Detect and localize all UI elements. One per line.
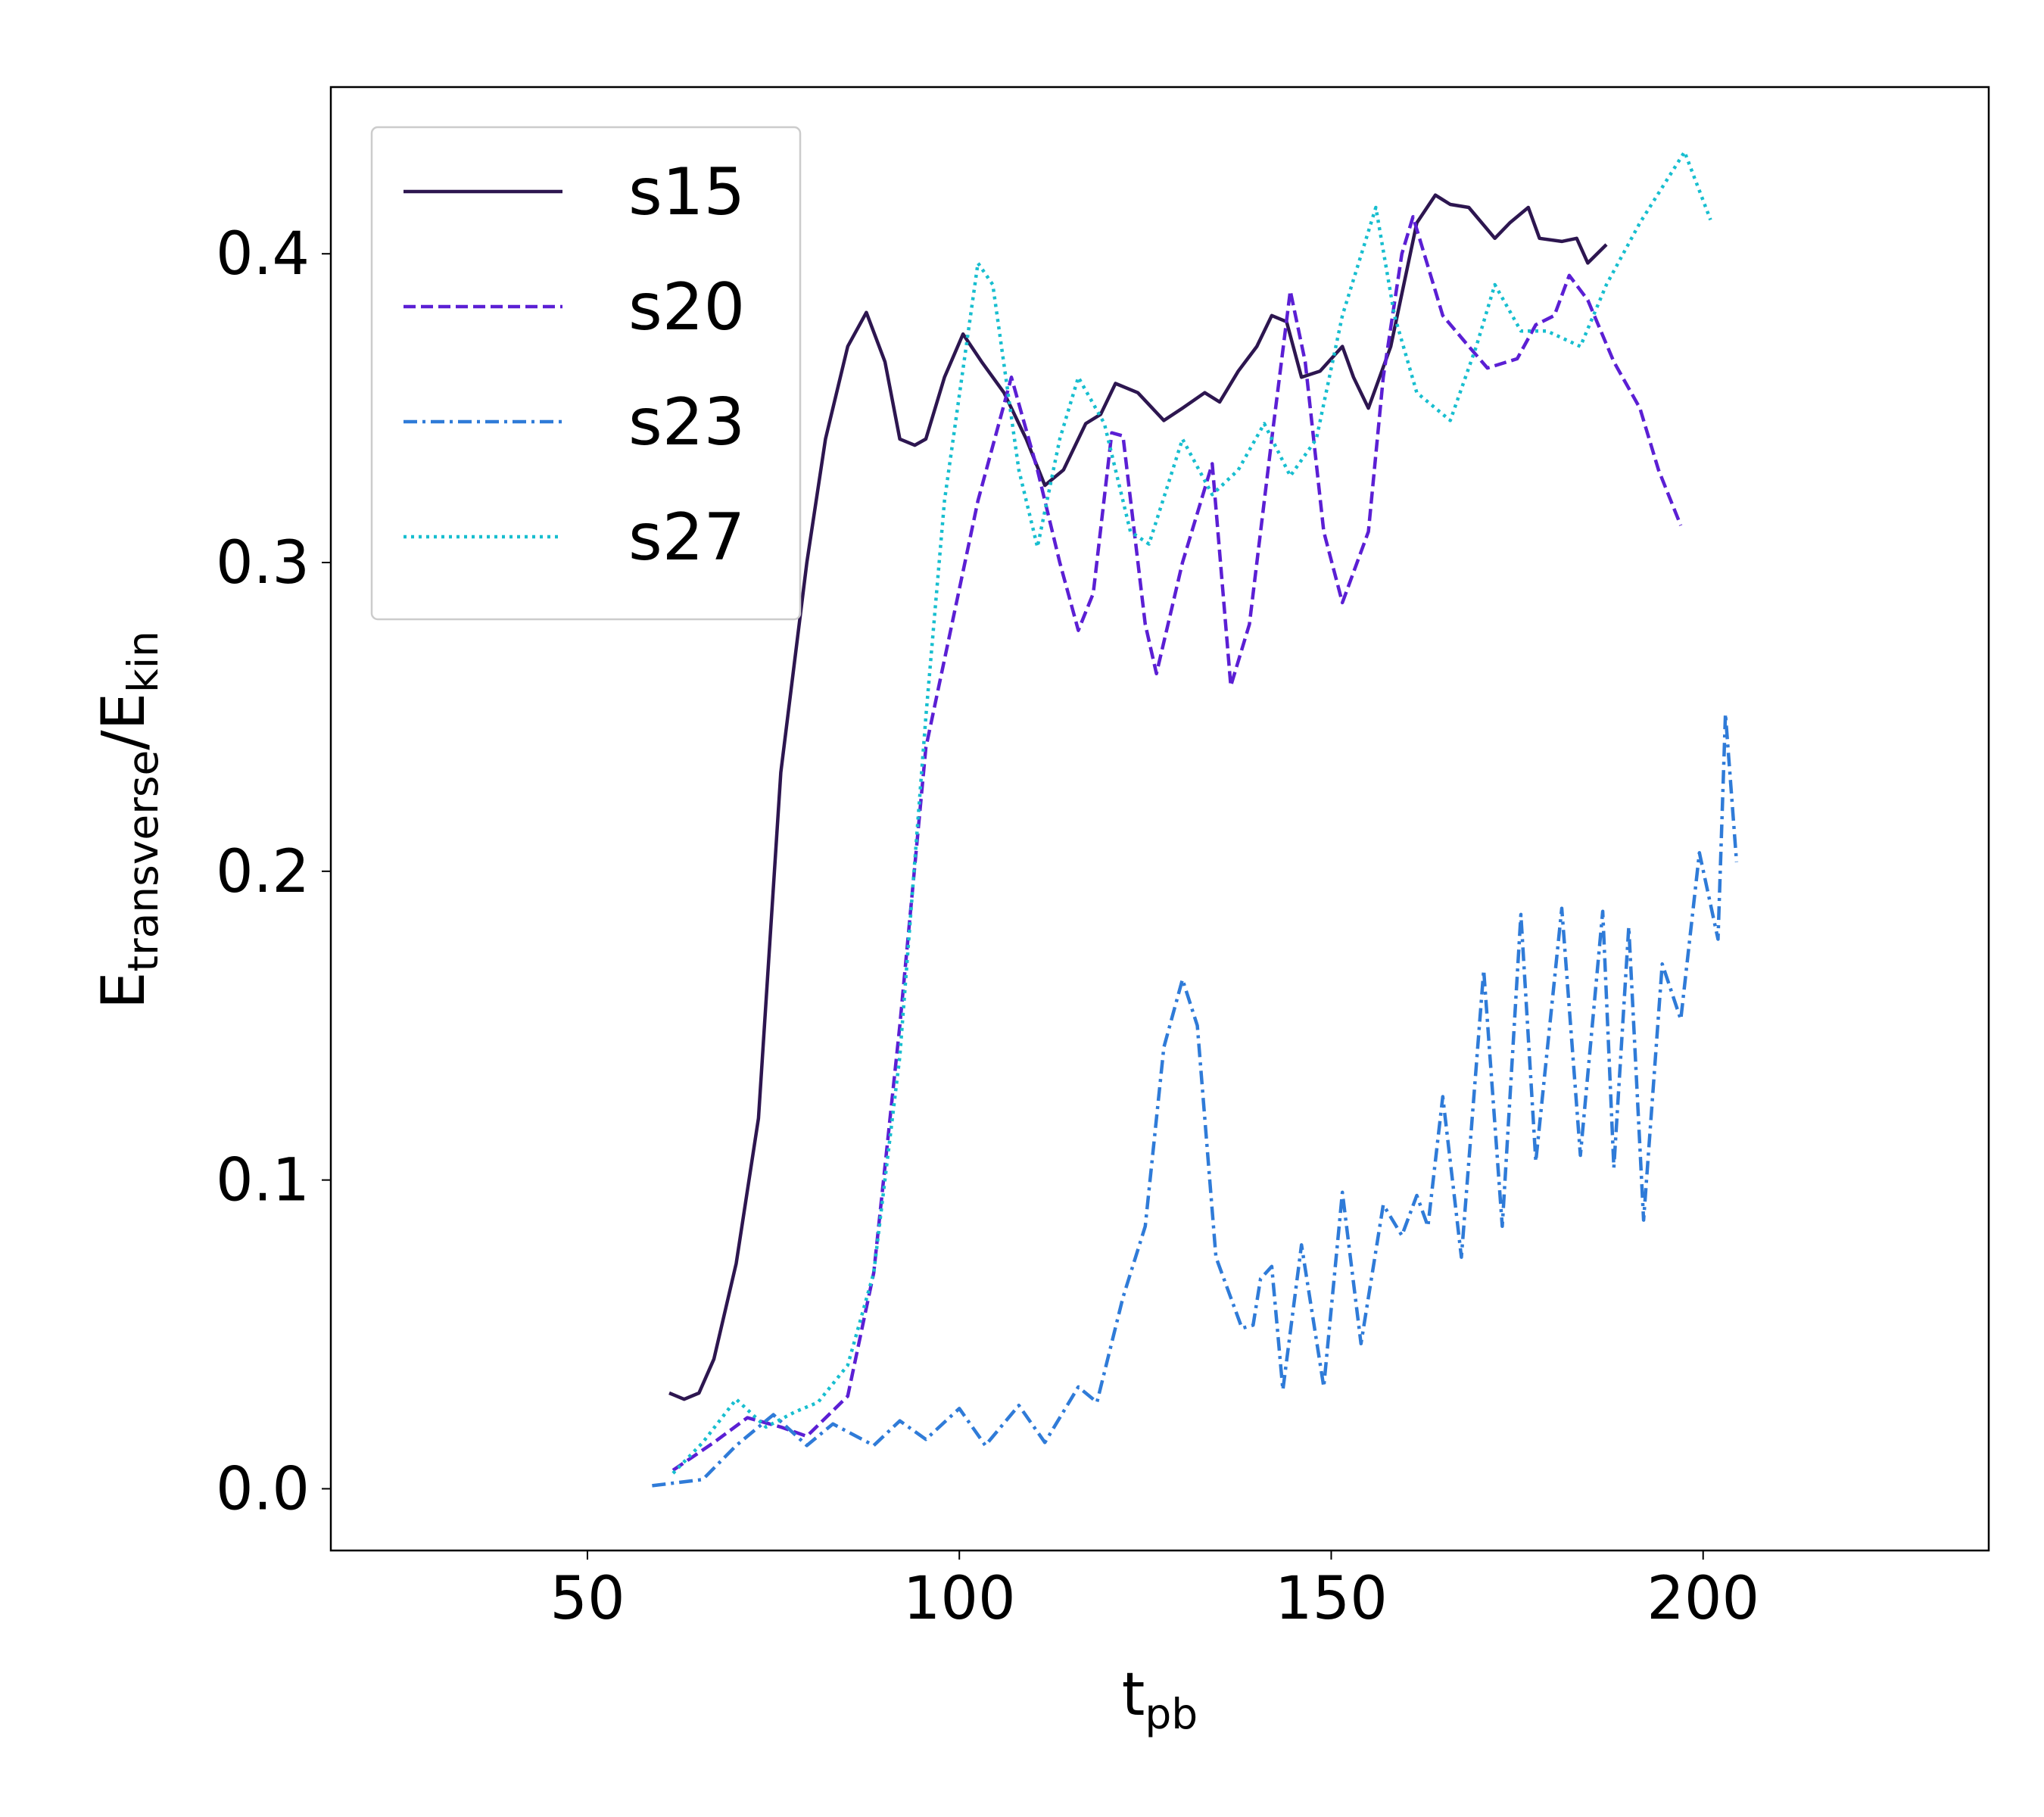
legend-box xyxy=(370,126,802,621)
legend-label: s15 xyxy=(628,154,745,230)
series-line xyxy=(668,193,1608,1401)
plot-frame xyxy=(329,86,1990,1552)
x-tick-label: 200 xyxy=(1647,1565,1759,1633)
legend-label: s27 xyxy=(628,500,745,575)
x-label-sub: pb xyxy=(1145,1690,1198,1738)
x-axis-label: tpb xyxy=(1122,1661,1198,1738)
x-tick-label: 100 xyxy=(903,1565,1016,1633)
y-tick-label: 0.3 xyxy=(216,529,310,597)
x-label-main: t xyxy=(1122,1661,1145,1729)
y-tick-label: 0.4 xyxy=(216,220,310,288)
legend-label: s23 xyxy=(628,385,745,460)
y-axis-label: Etransverse/Ekin xyxy=(90,631,167,1009)
x-tick-label: 150 xyxy=(1275,1565,1388,1633)
y-tick-label: 0.2 xyxy=(216,838,310,906)
y-label-sub: transverse xyxy=(119,750,167,972)
y-tick-label: 0.1 xyxy=(216,1147,310,1215)
x-tick-label: 50 xyxy=(550,1565,625,1633)
series-line xyxy=(652,712,1739,1488)
y-tick-label: 0.0 xyxy=(216,1455,310,1523)
y-label-main: E xyxy=(90,972,158,1009)
y-label-main: /E xyxy=(90,693,158,750)
legend-label: s20 xyxy=(628,270,745,345)
y-label-sub: kin xyxy=(119,631,167,693)
